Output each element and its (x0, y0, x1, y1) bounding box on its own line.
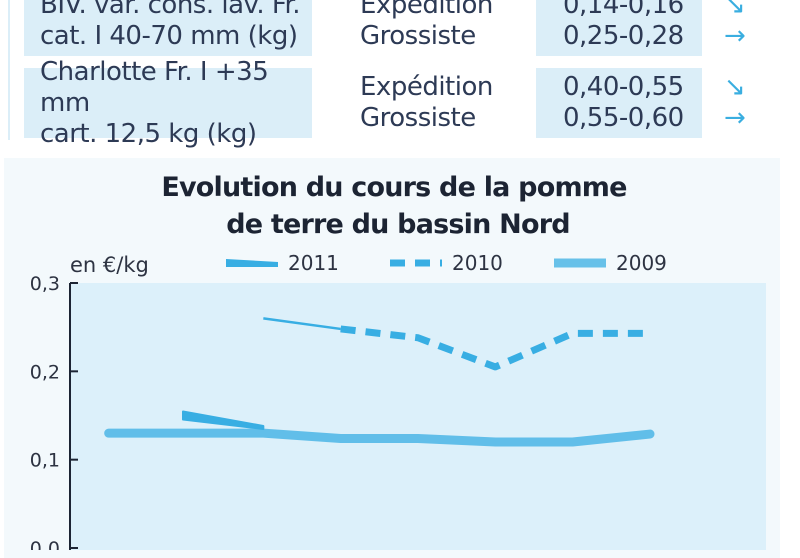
price-cell: 0,40-0,55 0,55-0,60 (536, 68, 702, 138)
stage-label: Expédition (360, 0, 493, 20)
product-line: cat. I 40-70 mm (kg) (40, 21, 298, 51)
stage-cell: Expédition Grossiste (314, 0, 534, 56)
trend-right-arrow-icon: → (724, 103, 746, 133)
legend-swatch-2011 (226, 259, 278, 267)
series-2010-lead-segment (263, 317, 341, 331)
series-line-2011 (182, 410, 265, 430)
legend-label-2010: 2010 (452, 251, 503, 275)
stage-label: Grossiste (360, 21, 476, 51)
product-line: Charlotte Fr. I +35 mm (40, 56, 269, 118)
stage-cell: Expédition Grossiste (314, 68, 534, 138)
price-range: 0,25-0,28 (563, 21, 684, 51)
legend-label-2011: 2011 (288, 251, 339, 275)
price-range: 0,55-0,60 (563, 103, 684, 133)
legend-label-2009: 2009 (616, 251, 667, 275)
price-range: 0,40-0,55 (563, 72, 684, 102)
table-row: Charlotte Fr. I +35 mm cart. 12,5 kg (kg… (24, 57, 780, 149)
table-row: BIV. var. cons. lav. Fr. cat. I 40-70 mm… (24, 0, 780, 56)
product-line: cart. 12,5 kg (kg) (40, 118, 257, 149)
price-cell: 0,14-0,16 0,25-0,28 (536, 0, 702, 56)
product-cell: Charlotte Fr. I +35 mm cart. 12,5 kg (kg… (24, 57, 312, 149)
table-divider (8, 0, 10, 140)
line-chart: Evolution du cours de la pomme de terre … (30, 172, 766, 550)
plot-area (70, 283, 766, 550)
y-tick-label: 0,1 (30, 450, 60, 472)
series-line-2009 (104, 428, 655, 447)
series-line-2010 (340, 325, 650, 371)
chart-title-line: Evolution du cours de la pomme (161, 172, 626, 203)
trend-down-arrow-icon: ↘ (724, 72, 746, 102)
y-tick-label: 0,0 (30, 538, 60, 550)
chart-panel: Evolution du cours de la pomme de terre … (4, 158, 780, 558)
trend-down-arrow-icon: ↘ (724, 0, 746, 20)
trend-cell: ↘ → (704, 0, 780, 56)
y-tick-label: 0,3 (30, 273, 60, 295)
stage-label: Expédition (360, 72, 493, 102)
stage-label: Grossiste (360, 103, 476, 133)
product-line: BIV. var. cons. lav. Fr. (40, 0, 301, 20)
chart-title-line: de terre du bassin Nord (226, 209, 570, 240)
trend-right-arrow-icon: → (724, 21, 746, 51)
price-range: 0,14-0,16 (563, 0, 684, 20)
y-axis-unit-label: en €/kg (70, 253, 149, 277)
price-table: BIV. var. cons. lav. Fr. cat. I 40-70 mm… (0, 0, 800, 149)
product-cell: BIV. var. cons. lav. Fr. cat. I 40-70 mm… (24, 0, 312, 56)
trend-cell: ↘ → (704, 68, 780, 138)
y-tick-label: 0,2 (30, 361, 60, 383)
